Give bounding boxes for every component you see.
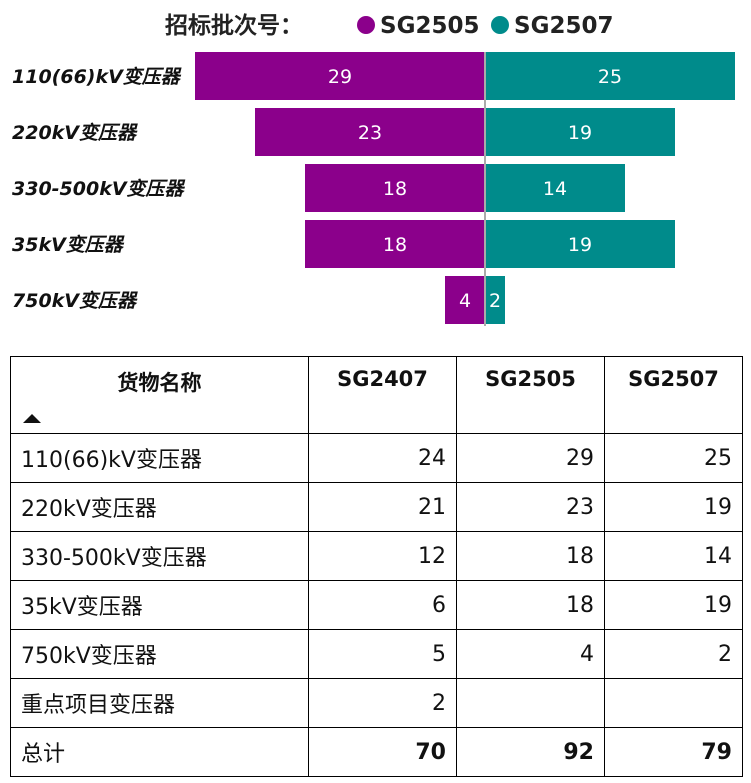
table-header-row: 货物名称 SG2407 SG2505 SG2507 (10, 356, 743, 434)
data-label-sg2507: 2 (489, 290, 501, 312)
data-table: 货物名称 SG2407 SG2505 SG2507 110(66)kV变压器 2… (10, 356, 743, 777)
row-value-sg2507: 19 (604, 482, 743, 532)
table-row: 750kV变压器 5 4 2 (10, 629, 743, 679)
category-label: 110(66)kV变压器 (12, 66, 182, 88)
row-name: 750kV变压器 (10, 629, 309, 679)
legend-swatch-sg2507 (491, 16, 509, 34)
legend-swatch-sg2505 (357, 16, 375, 34)
row-name: 110(66)kV变压器 (10, 433, 309, 483)
legend-label-sg2505: SG2505 (380, 13, 479, 39)
data-label-sg2507: 19 (568, 122, 592, 144)
header-goods-name-label: 货物名称 (117, 371, 202, 395)
data-label-sg2505: 18 (383, 178, 407, 200)
bar-sg2507 (485, 108, 675, 156)
bar-sg2505 (255, 108, 485, 156)
row-value-sg2505 (456, 678, 605, 728)
row-value-sg2407: 24 (308, 433, 457, 483)
legend: 招标批次号： SG2505 SG2507 (165, 12, 613, 39)
bar-sg2507 (485, 276, 505, 324)
row-name: 重点项目变压器 (10, 678, 309, 728)
row-value-sg2507: 25 (604, 433, 743, 483)
legend-label-sg2507: SG2507 (514, 13, 613, 39)
bar-sg2507 (485, 164, 625, 212)
header-goods-name[interactable]: 货物名称 (10, 356, 309, 434)
category-label: 35kV变压器 (12, 234, 125, 256)
row-value-sg2507: 2 (604, 629, 743, 679)
sort-ascending-icon[interactable] (23, 414, 41, 423)
row-value-sg2507: 19 (604, 580, 743, 630)
table-row: 110(66)kV变压器 24 29 25 (10, 433, 743, 483)
category-label: 750kV变压器 (12, 290, 138, 312)
total-value-sg2505: 92 (456, 727, 605, 777)
row-value-sg2407: 6 (308, 580, 457, 630)
row-value-sg2505: 18 (456, 531, 605, 581)
total-label: 总计 (10, 727, 309, 777)
data-label-sg2505: 4 (459, 290, 471, 312)
total-value-sg2507: 79 (604, 727, 743, 777)
row-value-sg2407: 21 (308, 482, 457, 532)
header-sg2505[interactable]: SG2505 (456, 356, 605, 434)
data-label-sg2507: 25 (598, 66, 622, 88)
chart-bars: 110(66)kV变压器 29 25 220kV变压器 23 19 330-500kV变压器… (12, 52, 735, 324)
data-label-sg2505: 29 (328, 66, 352, 88)
data-label-sg2505: 23 (358, 122, 382, 144)
header-sg2507[interactable]: SG2507 (604, 356, 743, 434)
row-value-sg2505: 29 (456, 433, 605, 483)
bar-sg2507 (485, 220, 675, 268)
table-row: 330-500kV变压器 12 18 14 (10, 531, 743, 581)
row-name: 35kV变压器 (10, 580, 309, 630)
category-label: 220kV变压器 (12, 122, 138, 144)
row-value-sg2507 (604, 678, 743, 728)
row-value-sg2505: 18 (456, 580, 605, 630)
row-value-sg2505: 4 (456, 629, 605, 679)
header-sg2407[interactable]: SG2407 (308, 356, 457, 434)
table-row: 220kV变压器 21 23 19 (10, 482, 743, 532)
row-value-sg2505: 23 (456, 482, 605, 532)
row-value-sg2407: 2 (308, 678, 457, 728)
data-label-sg2505: 18 (383, 234, 407, 256)
category-label: 330-500kV变压器 (12, 178, 186, 200)
row-value-sg2407: 5 (308, 629, 457, 679)
row-value-sg2507: 14 (604, 531, 743, 581)
bar-sg2505 (305, 164, 485, 212)
legend-title: 招标批次号： (165, 12, 303, 39)
bar-sg2507 (485, 52, 735, 100)
data-label-sg2507: 14 (543, 178, 567, 200)
row-name: 330-500kV变压器 (10, 531, 309, 581)
data-label-sg2507: 19 (568, 234, 592, 256)
data-table-container: 货物名称 SG2407 SG2505 SG2507 110(66)kV变压器 2… (10, 356, 743, 777)
row-value-sg2407: 12 (308, 531, 457, 581)
bar-sg2505 (195, 52, 485, 100)
diverging-bar-chart: 招标批次号： SG2505 SG2507 110(66)kV变压器 29 25 220… (12, 12, 735, 326)
total-value-sg2407: 70 (308, 727, 457, 777)
table-total-row: 总计 70 92 79 (10, 727, 743, 777)
bar-sg2505 (305, 220, 485, 268)
row-name: 220kV变压器 (10, 482, 309, 532)
bar-sg2505 (445, 276, 485, 324)
table-row: 重点项目变压器 2 (10, 678, 743, 728)
table-row: 35kV变压器 6 18 19 (10, 580, 743, 630)
